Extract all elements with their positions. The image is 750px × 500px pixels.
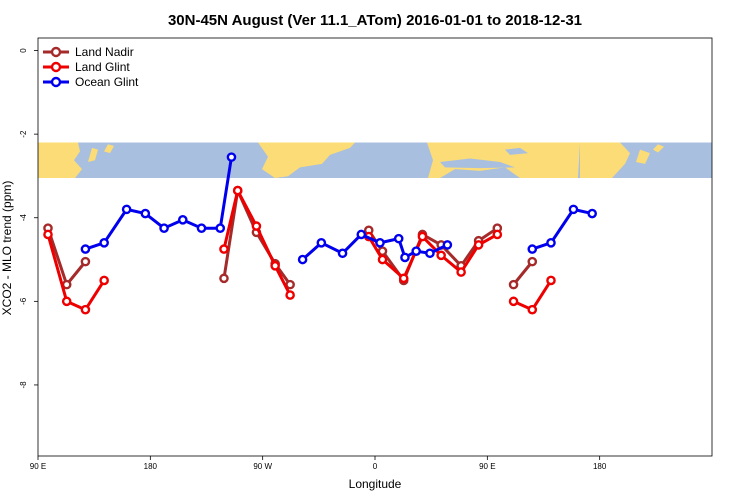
data-point xyxy=(546,275,556,286)
x-tick-label: 0 xyxy=(373,462,378,471)
data-point xyxy=(473,240,484,250)
y-tick-label: 0 xyxy=(19,48,28,53)
series-layer xyxy=(43,152,597,315)
legend-marker xyxy=(50,76,62,88)
data-point xyxy=(99,238,109,248)
y-tick-label: -2 xyxy=(19,130,28,138)
series-line xyxy=(512,260,534,286)
map-sea-black xyxy=(505,147,528,155)
data-point xyxy=(425,248,435,259)
series-line xyxy=(46,234,106,312)
data-point xyxy=(99,275,109,286)
map-land-japan xyxy=(88,147,98,163)
data-point xyxy=(436,250,446,261)
y-tick-label: -4 xyxy=(19,214,28,222)
map-land-north-america xyxy=(258,142,355,179)
data-point xyxy=(226,152,237,162)
data-point xyxy=(393,233,404,244)
data-point xyxy=(80,256,91,267)
data-point xyxy=(215,223,226,233)
series-line xyxy=(301,232,449,261)
data-point xyxy=(80,244,91,254)
data-point xyxy=(568,204,579,215)
data-point xyxy=(316,238,327,248)
data-point xyxy=(140,208,151,219)
data-point xyxy=(232,185,243,196)
data-point xyxy=(61,296,72,307)
series-line xyxy=(531,207,593,251)
x-tick-label: 180 xyxy=(593,462,607,471)
data-point xyxy=(251,221,262,231)
x-axis-label: Longitude xyxy=(349,477,402,491)
data-point xyxy=(80,304,91,315)
y-tick-label: -6 xyxy=(19,297,28,305)
map-land-east-asia xyxy=(580,142,630,179)
chart-title: 30N-45N August (Ver 11.1_ATom) 2016-01-0… xyxy=(168,12,582,29)
data-point xyxy=(177,215,188,225)
y-axis-label: XCO2 - MLO trend (ppm) xyxy=(0,181,14,316)
map-land-japan-2 xyxy=(636,149,650,164)
data-point xyxy=(219,244,229,254)
data-point xyxy=(337,248,348,259)
legend-marker xyxy=(50,61,62,73)
y-tick-label: -8 xyxy=(19,381,28,389)
data-point xyxy=(587,208,597,219)
data-point xyxy=(398,273,409,284)
data-point xyxy=(492,229,503,240)
data-point xyxy=(285,290,295,300)
x-axis: 90 E 180 90 W 0 90 E 180 xyxy=(30,456,607,471)
series-land-glint xyxy=(43,185,556,315)
x-tick-label: 90 E xyxy=(479,462,495,471)
data-point xyxy=(377,254,388,265)
data-point xyxy=(411,246,421,256)
data-point xyxy=(43,229,53,240)
data-point xyxy=(508,279,519,290)
data-point xyxy=(219,273,229,284)
data-point xyxy=(356,229,367,240)
legend-label: Land Nadir xyxy=(75,45,134,59)
data-point xyxy=(285,279,295,290)
map-land-asia xyxy=(38,142,82,179)
data-point xyxy=(456,267,466,277)
data-point xyxy=(527,304,538,315)
series-ocean-glint xyxy=(80,152,597,265)
data-point xyxy=(297,254,308,265)
x-tick-label: 180 xyxy=(144,462,158,471)
data-point xyxy=(270,261,280,271)
data-point xyxy=(400,252,410,263)
map-land-hokkaido xyxy=(104,144,114,154)
x-tick-label: 90 E xyxy=(30,462,46,471)
data-point xyxy=(527,244,538,254)
legend-label: Ocean Glint xyxy=(75,75,139,89)
data-point xyxy=(375,238,385,248)
legend-label: Land Glint xyxy=(75,60,130,74)
data-point xyxy=(417,231,428,242)
data-point xyxy=(196,223,207,233)
world-map-band xyxy=(38,142,712,179)
x-tick-label: 90 W xyxy=(253,462,272,471)
data-point xyxy=(508,296,519,307)
data-point xyxy=(121,204,132,215)
map-land-hokkaido-2 xyxy=(653,144,664,153)
data-point xyxy=(442,240,453,250)
data-point xyxy=(527,256,538,267)
legend-marker xyxy=(50,46,62,58)
data-point xyxy=(546,238,556,248)
map-land-eurasia xyxy=(427,142,580,179)
map-sea-mediterranean xyxy=(440,158,515,169)
y-axis: 0 -2 -4 -6 -8 xyxy=(19,48,38,389)
data-point xyxy=(159,223,169,233)
series-line xyxy=(222,189,292,296)
